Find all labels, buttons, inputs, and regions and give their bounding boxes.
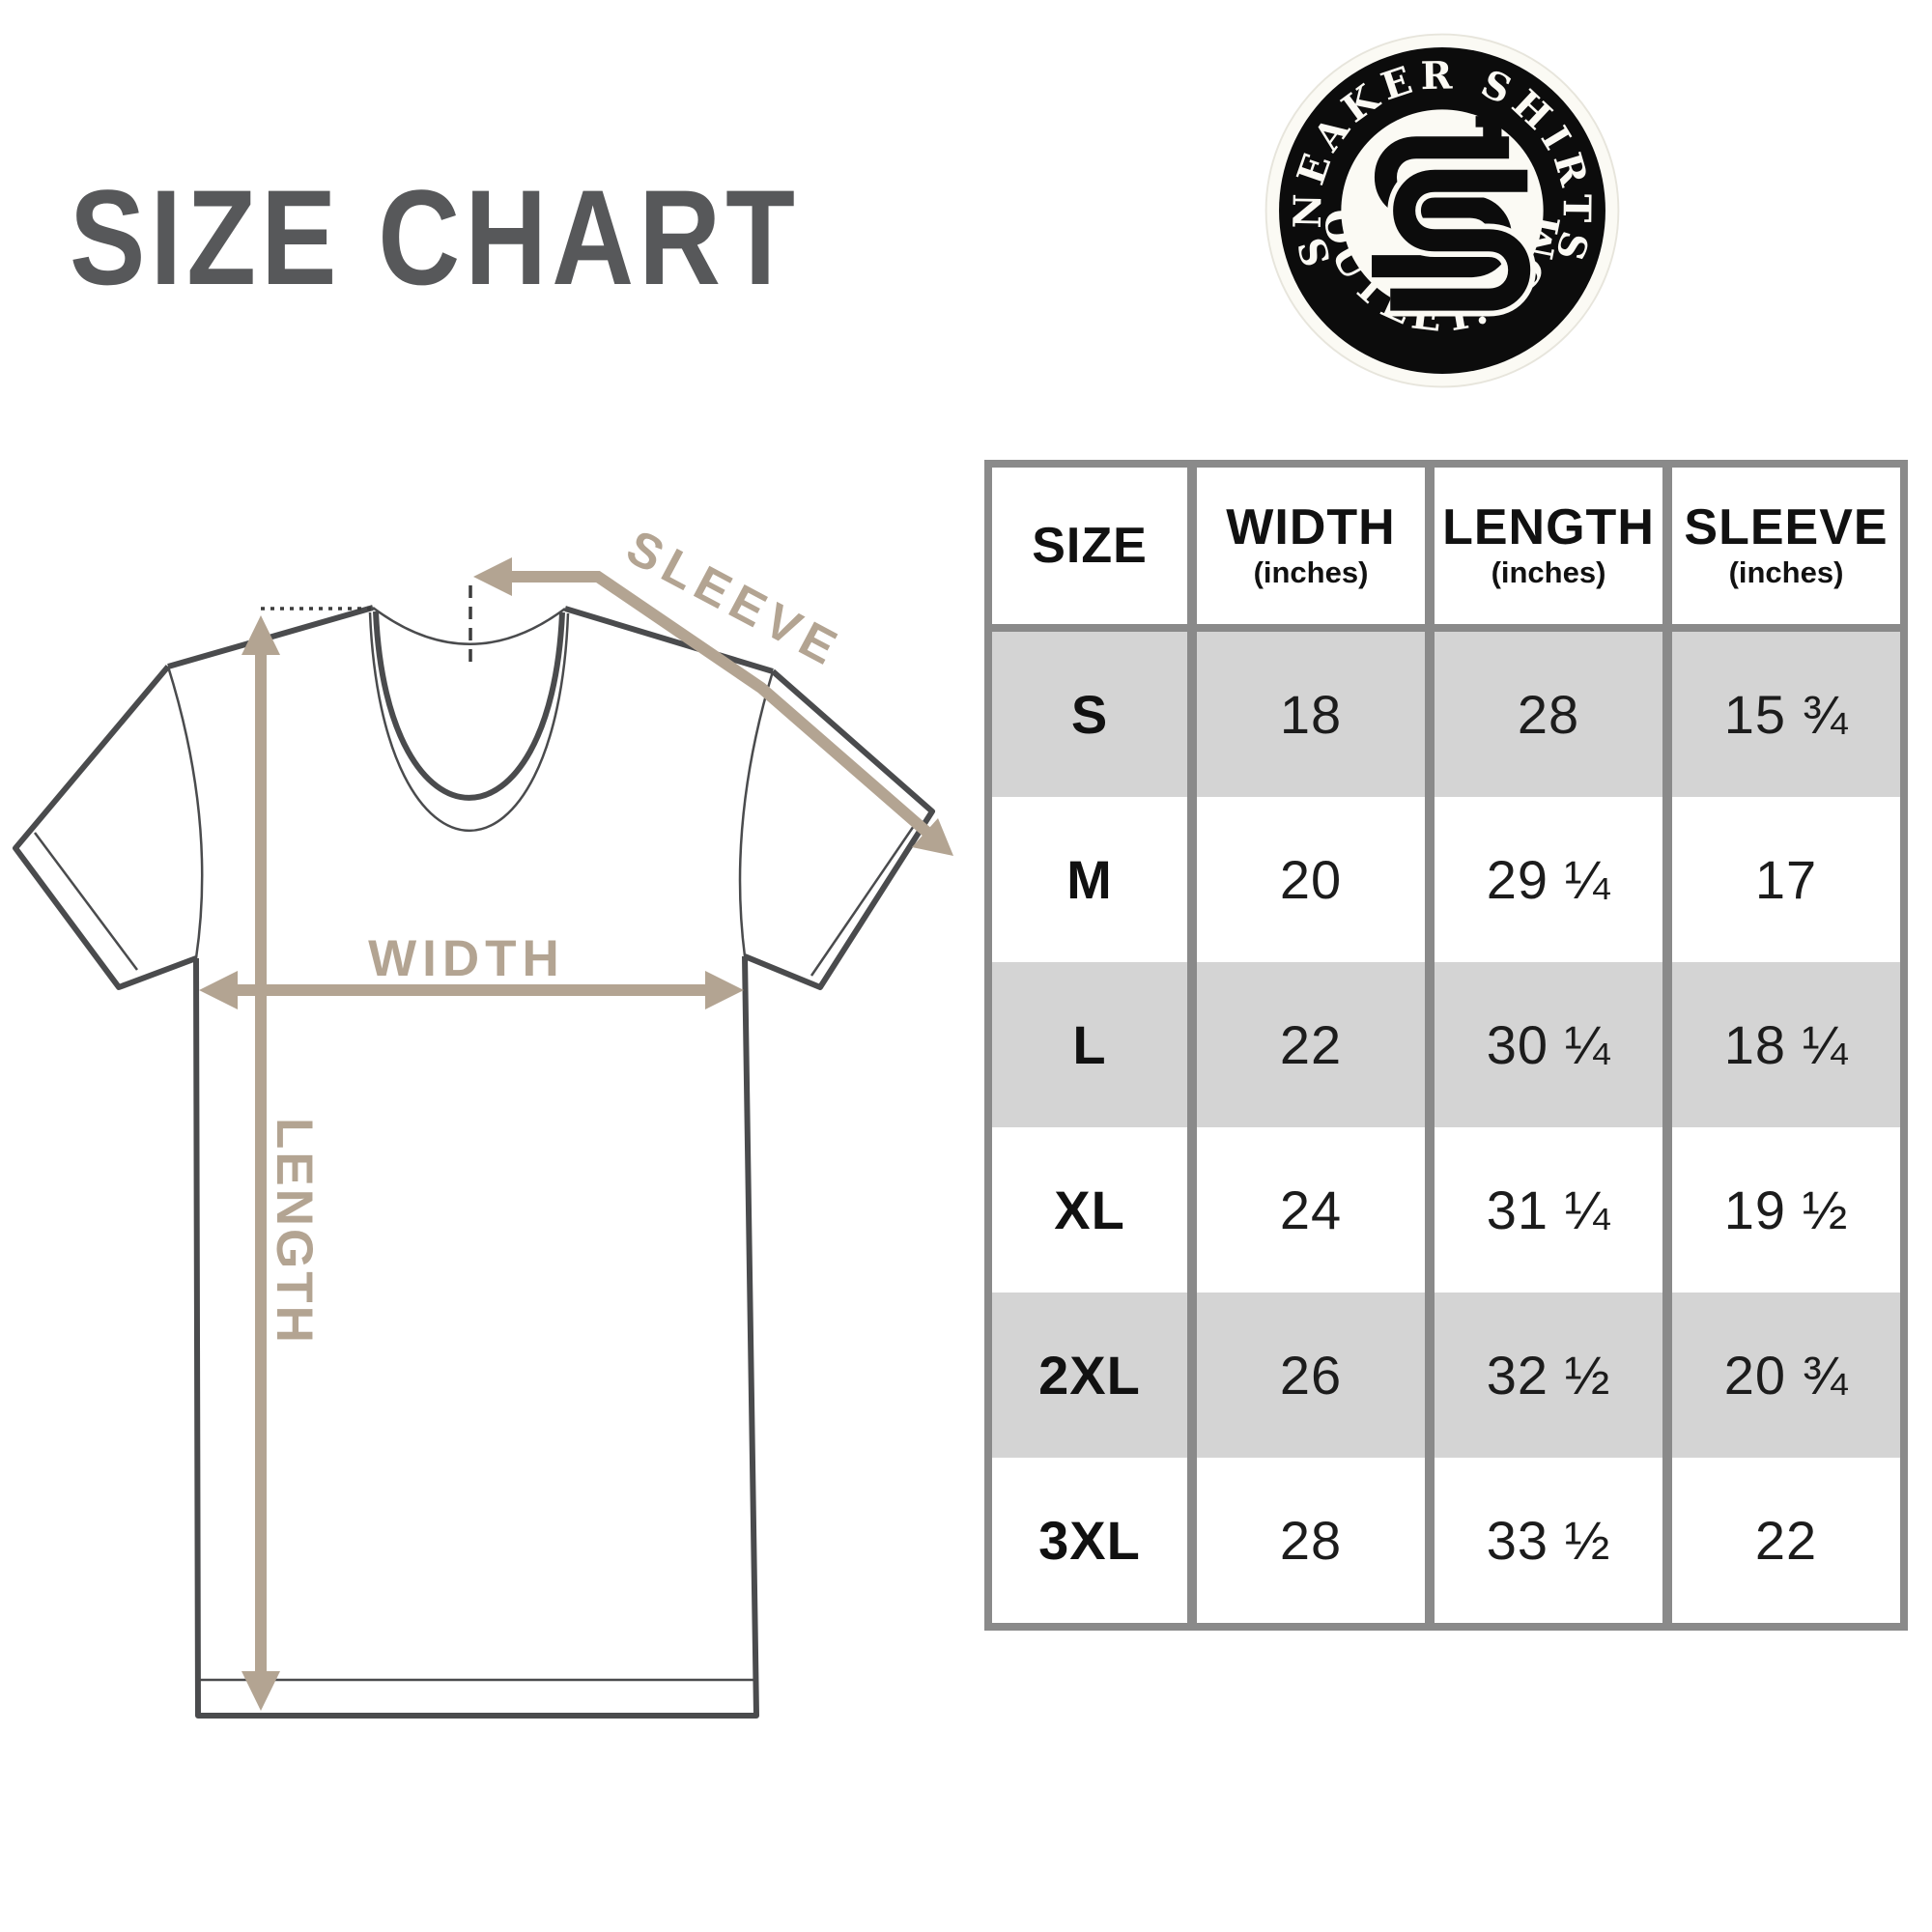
header-length-label: LENGTH xyxy=(1442,498,1655,555)
table-row-m-length: 29 ¼ xyxy=(1425,797,1662,962)
header-width-sub: (inches) xyxy=(1253,555,1369,590)
table-row-3xl-width: 28 xyxy=(1187,1458,1425,1623)
tshirt-outline xyxy=(13,605,935,1719)
sleeve-label: SLEEVE xyxy=(618,519,852,678)
header-size-label: SIZE xyxy=(1032,517,1148,574)
header-length: LENGTH (inches) xyxy=(1425,468,1662,632)
ss-monogram-icon xyxy=(1372,116,1536,317)
header-width-label: WIDTH xyxy=(1226,498,1396,555)
table-row-3xl-length: 33 ½ xyxy=(1425,1458,1662,1623)
table-row-xl-length: 31 ¼ xyxy=(1425,1127,1662,1293)
table-row-l-size: L xyxy=(992,962,1187,1127)
table-row-s-width: 18 xyxy=(1187,632,1425,797)
table-row-xl-width: 24 xyxy=(1187,1127,1425,1293)
table-row-m-sleeve: 17 xyxy=(1662,797,1900,962)
table-row-2xl-width: 26 xyxy=(1187,1293,1425,1458)
table-row-xl-size: XL xyxy=(992,1127,1187,1293)
sneaker-shirts-outlet-logo: SNEAKER SHIRTS OUTLET.COM xyxy=(1264,33,1620,388)
table-row-s-sleeve: 15 ¾ xyxy=(1662,632,1900,797)
header-sleeve-label: SLEEVE xyxy=(1684,498,1889,555)
header-length-sub: (inches) xyxy=(1491,555,1606,590)
header-sleeve-sub: (inches) xyxy=(1728,555,1844,590)
table-row-s-size: S xyxy=(992,632,1187,797)
table-row-xl-sleeve: 19 ½ xyxy=(1662,1127,1900,1293)
size-table: SIZE WIDTH (inches) LENGTH (inches) SLEE… xyxy=(984,460,1908,1631)
width-arrow xyxy=(199,971,744,1009)
table-row-m-size: M xyxy=(992,797,1187,962)
header-size: SIZE xyxy=(992,468,1187,632)
length-label: LENGTH xyxy=(266,1118,323,1346)
table-row-l-length: 30 ¼ xyxy=(1425,962,1662,1127)
table-row-3xl-sleeve: 22 xyxy=(1662,1458,1900,1623)
header-sleeve: SLEEVE (inches) xyxy=(1662,468,1900,632)
length-arrow xyxy=(242,615,280,1711)
table-row-2xl-size: 2XL xyxy=(992,1293,1187,1458)
table-row-l-sleeve: 18 ¼ xyxy=(1662,962,1900,1127)
table-row-2xl-sleeve: 20 ¾ xyxy=(1662,1293,1900,1458)
table-row-m-width: 20 xyxy=(1187,797,1425,962)
measurement-arrows xyxy=(199,557,953,1711)
tshirt-measurement-diagram: WIDTH LENGTH SLEEVE xyxy=(13,519,953,1719)
table-row-2xl-length: 32 ½ xyxy=(1425,1293,1662,1458)
width-label: WIDTH xyxy=(368,930,565,987)
table-row-s-length: 28 xyxy=(1425,632,1662,797)
header-width: WIDTH (inches) xyxy=(1187,468,1425,632)
table-row-l-width: 22 xyxy=(1187,962,1425,1127)
page-title: SIZE CHART xyxy=(70,161,800,313)
table-row-3xl-size: 3XL xyxy=(992,1458,1187,1623)
sleeve-arrow xyxy=(473,557,953,856)
measure-guide-lines xyxy=(261,585,472,666)
